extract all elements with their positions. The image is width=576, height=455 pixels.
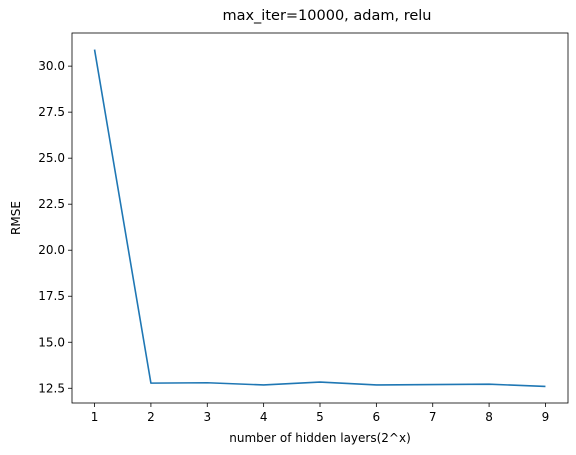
y-tick-label: 15.0 [38,335,65,349]
x-tick-label: 2 [147,410,155,424]
y-tick-label: 30.0 [38,59,65,73]
y-tick-label: 22.5 [38,197,65,211]
y-tick-label: 25.0 [38,151,65,165]
y-tick-label: 17.5 [38,289,65,303]
y-axis-label: RMSE [9,201,23,235]
y-tick-label: 20.0 [38,243,65,257]
y-tick-label: 12.5 [38,381,65,395]
y-tick-label: 27.5 [38,105,65,119]
plot-frame [71,32,569,404]
series-group [93,49,546,388]
x-tick-label: 5 [316,410,324,424]
x-tick-label: 8 [485,410,493,424]
x-axis-label: number of hidden layers(2^x) [229,431,411,445]
y-axis-ticks: 12.5 15.0 17.5 20.0 22.5 25.0 27.5 30.0 [38,59,72,395]
x-tick-label: 3 [203,410,211,424]
series-line-0 [93,49,546,388]
x-tick-label: 9 [542,410,550,424]
x-tick-label: 1 [91,410,99,424]
x-tick-label: 4 [260,410,268,424]
x-tick-label: 7 [429,410,437,424]
chart-title: max_iter=10000, adam, relu [222,8,431,24]
x-axis-ticks: 1 2 3 4 5 6 7 8 9 [91,403,550,424]
x-tick-label: 6 [373,410,381,424]
plot-area: 1 2 3 4 5 6 7 8 9 12.5 15.0 17.5 20.0 22.5 25.0 27.5 30… [38,32,569,424]
